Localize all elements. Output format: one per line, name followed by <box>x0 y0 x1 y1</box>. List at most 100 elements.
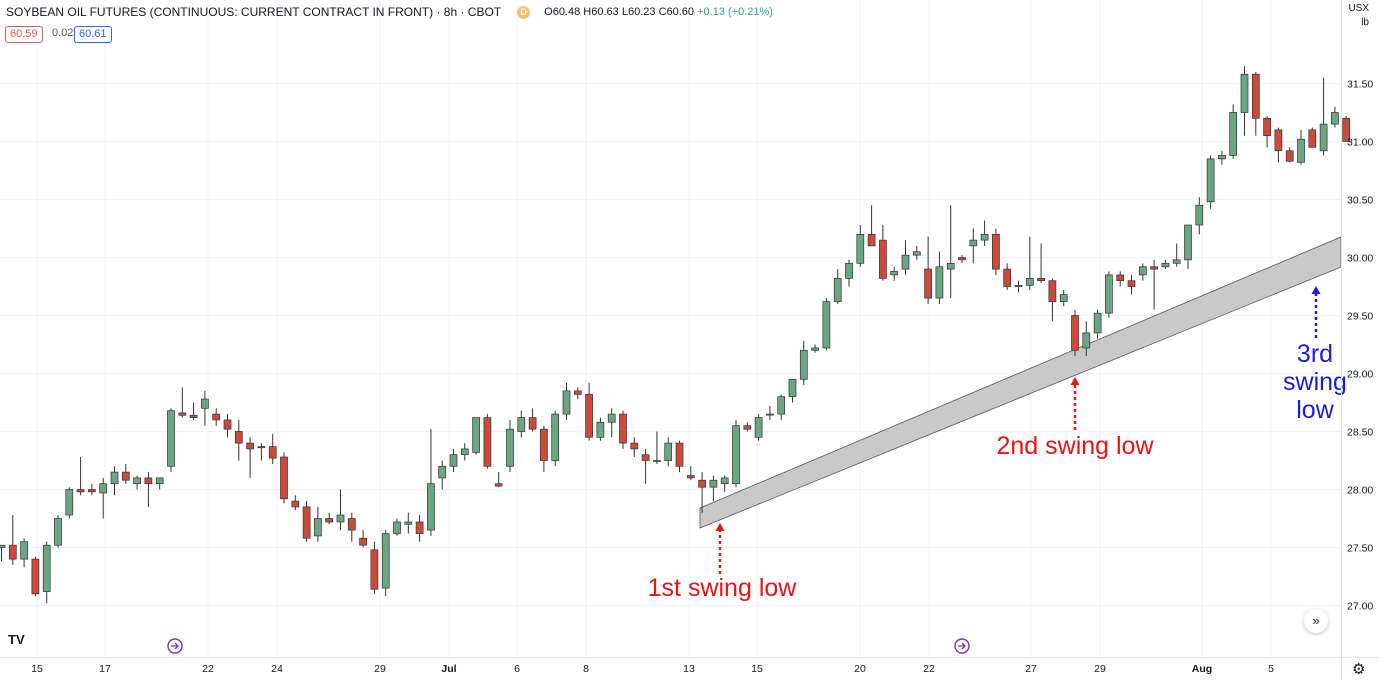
label-1st-swing-low: 1st swing low <box>648 574 798 602</box>
candle-body <box>314 518 322 537</box>
candle-body <box>562 390 571 415</box>
currency-selector[interactable]: USX <box>1348 3 1369 14</box>
candle-body <box>359 537 367 546</box>
time-tick-label: 15 <box>751 663 763 675</box>
candle-body <box>720 477 729 485</box>
event-arrow <box>171 642 179 650</box>
candle-body <box>890 271 899 276</box>
arrow-1st-swing-low-head <box>715 523 725 531</box>
candle-body <box>698 479 706 488</box>
price-tick-label: 29.50 <box>1347 311 1373 323</box>
candle-body <box>732 425 740 485</box>
label-3rd-swing-low-line: low <box>1296 396 1334 424</box>
candle-body <box>167 410 175 467</box>
candle <box>1297 129 1305 165</box>
candle-body <box>42 544 51 592</box>
candle-body <box>686 475 695 479</box>
candle-body <box>709 479 718 488</box>
candle <box>1229 104 1238 159</box>
candle <box>1342 115 1351 142</box>
candle <box>867 205 876 247</box>
candle <box>1285 147 1294 163</box>
candle-body <box>65 489 74 516</box>
candle <box>393 518 401 536</box>
candle-body <box>811 347 819 351</box>
candle-body <box>777 396 786 415</box>
candle-body <box>110 471 119 485</box>
open-value: O60.48 <box>544 6 581 18</box>
spread-value: 0.02 <box>52 27 74 39</box>
candle <box>460 443 469 461</box>
candle <box>8 515 17 565</box>
candle <box>438 460 447 490</box>
candle-body <box>472 417 480 453</box>
candle-body <box>664 442 673 461</box>
time-tick-label: 22 <box>202 663 214 675</box>
candle-body <box>438 465 447 479</box>
candle-body <box>1319 123 1328 152</box>
candle <box>551 410 560 467</box>
candle-body <box>630 442 639 450</box>
unit-selector[interactable]: lb <box>1361 17 1369 28</box>
time-tick-label: Jul <box>441 663 456 675</box>
candle-body <box>912 251 921 256</box>
candle <box>280 452 288 504</box>
time-tick-label: 17 <box>99 663 111 675</box>
candle-body <box>246 442 254 450</box>
candle-body <box>992 233 1000 270</box>
gear-icon[interactable]: ⚙ <box>1352 661 1366 678</box>
price-tick-label: 28.50 <box>1347 427 1373 439</box>
candle <box>99 477 108 519</box>
candle <box>811 344 819 353</box>
candle <box>88 483 96 496</box>
candle <box>890 266 899 281</box>
candle-body <box>958 257 966 261</box>
candle-body <box>766 413 774 416</box>
candle <box>528 408 537 432</box>
candle-body <box>280 456 288 500</box>
candle-body <box>833 278 842 302</box>
candle <box>901 240 910 275</box>
event-marker-icon[interactable] <box>167 638 183 654</box>
low-value: L60.23 <box>621 6 656 18</box>
candle-body <box>1285 150 1294 162</box>
candle <box>777 394 786 420</box>
arrow-2nd-swing-low-head <box>1070 377 1080 385</box>
candle-body <box>946 262 955 270</box>
event-marker-icon[interactable] <box>954 638 970 654</box>
candle <box>370 541 379 594</box>
candle <box>799 341 808 386</box>
candle <box>1138 263 1147 281</box>
candle <box>1093 309 1102 339</box>
close-value: C60.60 <box>658 6 695 18</box>
candle <box>969 228 978 264</box>
candle <box>1206 155 1215 209</box>
symbol-title[interactable]: SOYBEAN OIL FUTURES (CONTINUOUS: CURRENT… <box>6 5 502 19</box>
candle <box>1003 263 1012 290</box>
candle-body <box>585 394 593 438</box>
ask-price[interactable]: 60.61 <box>74 26 112 43</box>
candle <box>788 378 797 403</box>
candle <box>257 443 266 461</box>
candle-body <box>494 483 503 487</box>
time-axis[interactable]: 15 17 22 24 29 Jul 6 8 13 15 20 22 27 29 Aug 5 <box>0 657 1379 676</box>
candle <box>1240 66 1249 136</box>
candle <box>1116 271 1125 287</box>
candle <box>212 408 221 426</box>
bid-price[interactable]: 60.59 <box>5 26 43 43</box>
event-markers[interactable] <box>167 638 970 654</box>
candle <box>675 440 684 473</box>
candle-body <box>1206 158 1215 203</box>
price-axis[interactable]: 27.00 27.50 28.00 28.50 29.00 29.50 30.00 30.50… <box>1341 0 1374 680</box>
time-tick-label: 29 <box>1094 663 1106 675</box>
scroll-to-realtime-button[interactable]: » <box>1304 609 1328 633</box>
delayed-badge[interactable]: D <box>517 5 531 19</box>
candle-body <box>257 446 266 449</box>
candle-body <box>969 239 978 247</box>
candle <box>754 414 763 441</box>
tradingview-logo[interactable]: TV <box>8 632 25 647</box>
candle-body <box>449 454 458 467</box>
candle-body <box>1082 332 1091 349</box>
candle-body <box>754 417 763 438</box>
